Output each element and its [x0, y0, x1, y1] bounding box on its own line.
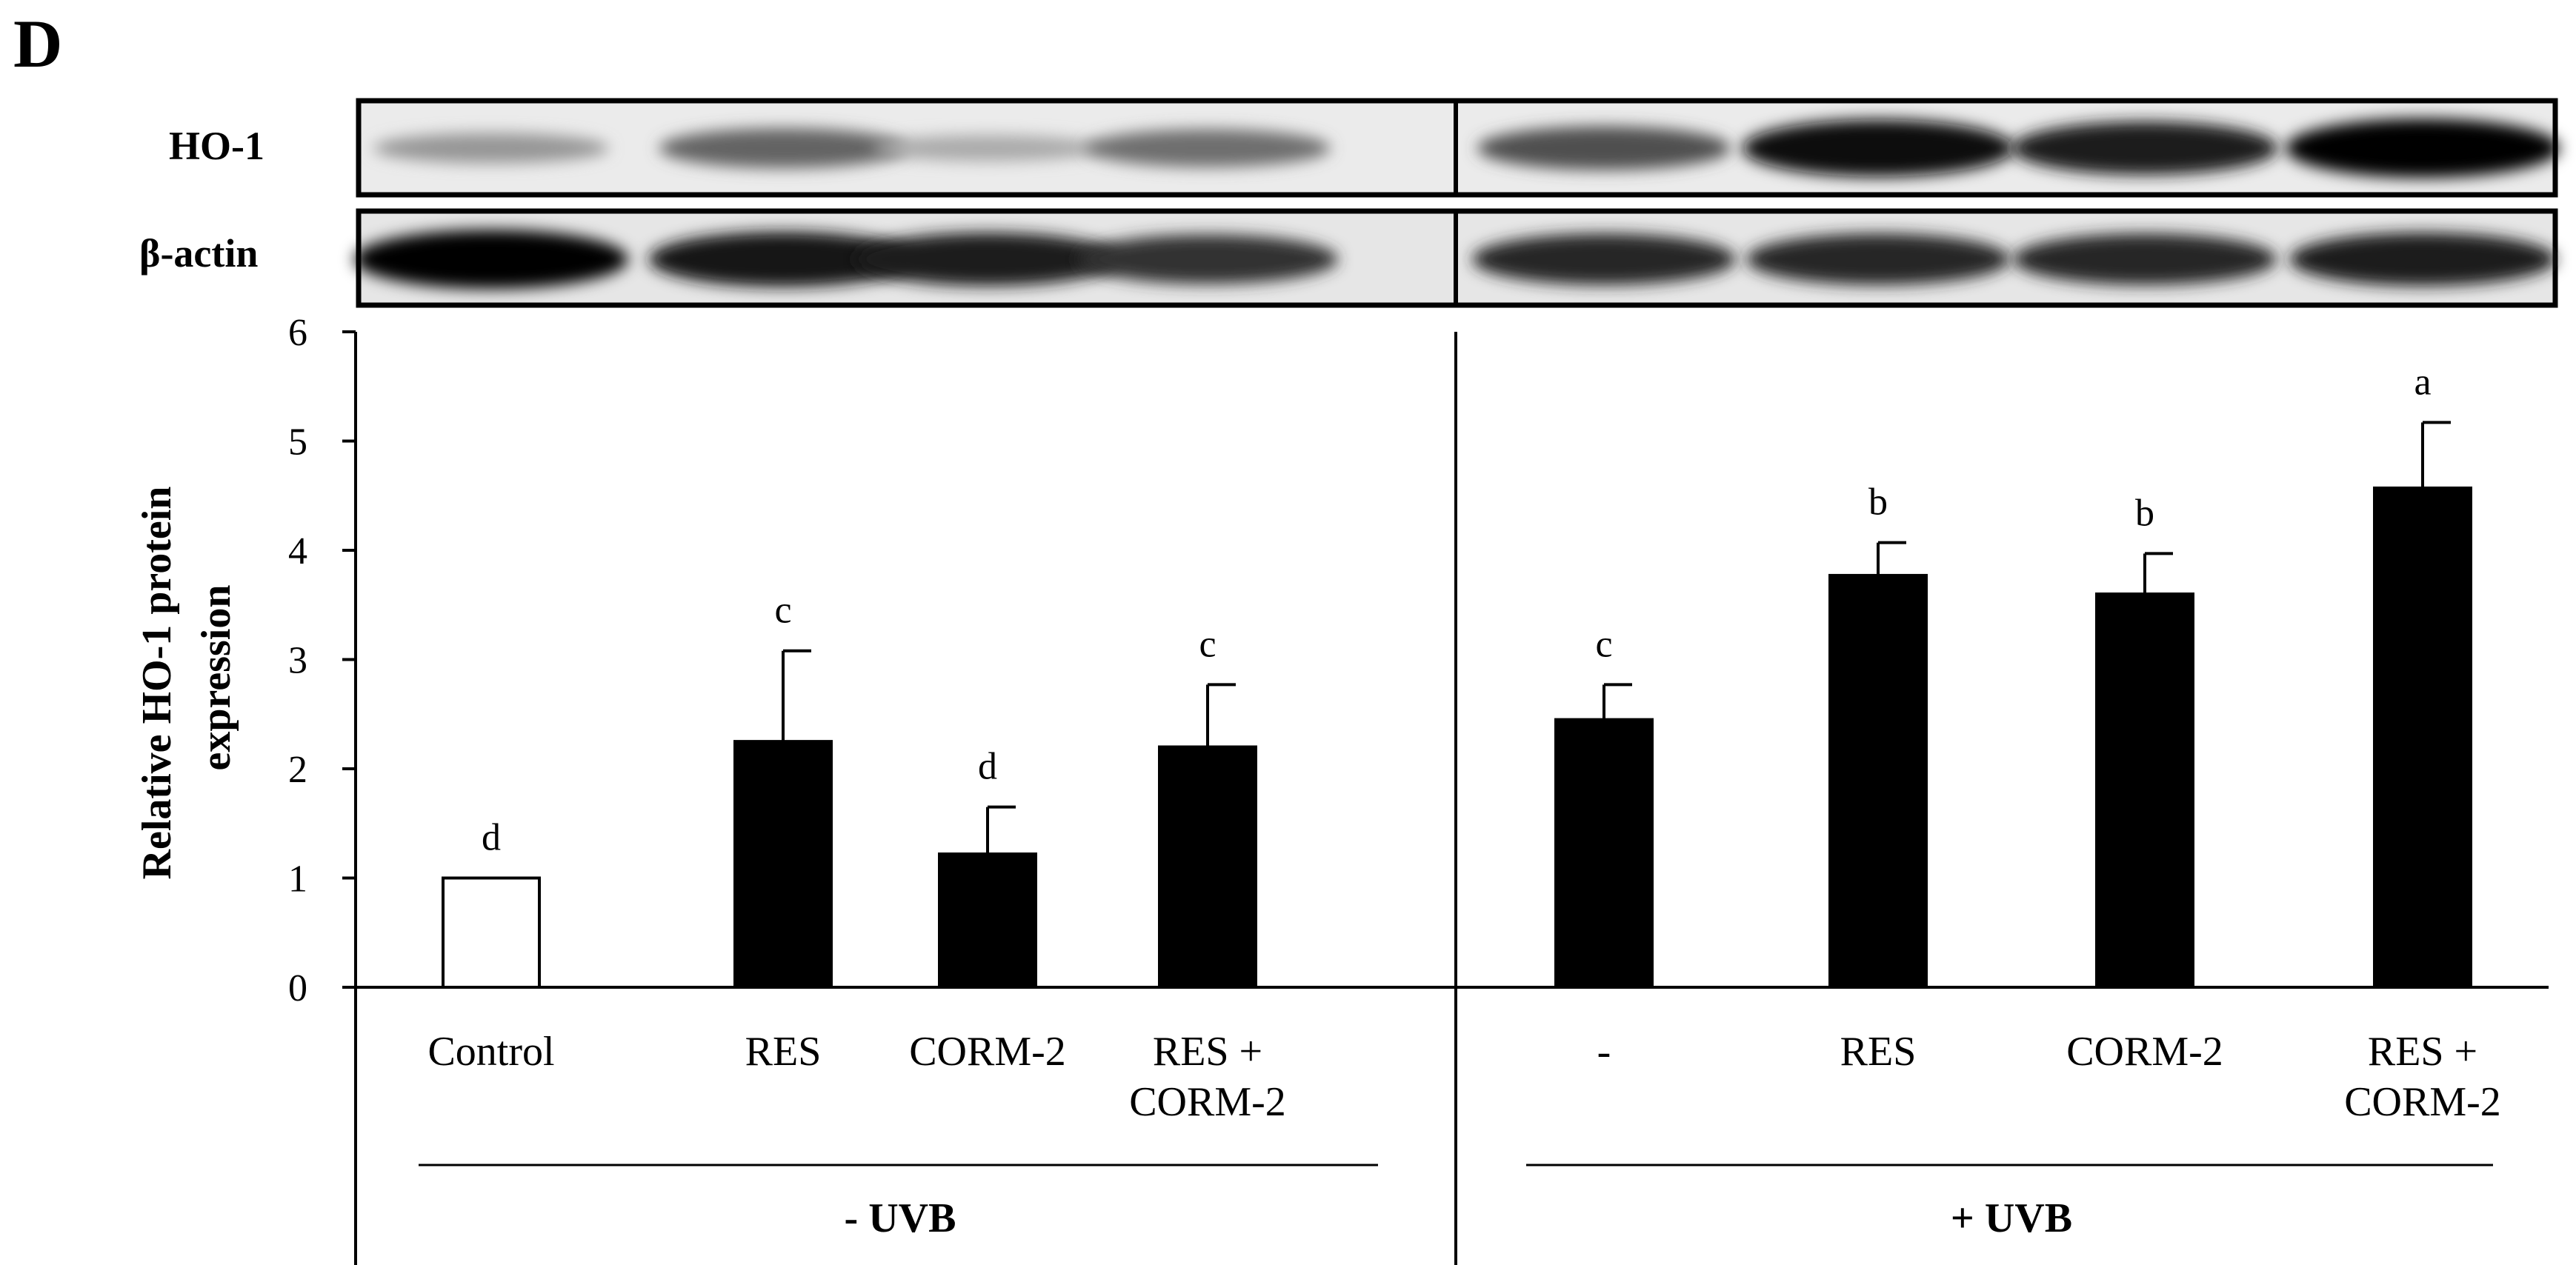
y-tick-label: 5 — [288, 421, 307, 464]
bar-chart: Relative HO-1 protein expression 0 1 2 3 4 5 6… — [134, 312, 2549, 1265]
bar — [1158, 745, 1257, 989]
beta-actin-band — [648, 231, 918, 287]
panel-label: D — [13, 6, 62, 81]
significance-letter: c — [1199, 623, 1216, 665]
y-axis-title-line-2: expression — [193, 585, 239, 771]
bar — [1554, 718, 1654, 989]
beta-actin-band — [1076, 234, 1339, 284]
error-bars — [782, 421, 2451, 855]
beta-actin-band — [2289, 232, 2556, 287]
bar — [2095, 593, 2194, 989]
significance-labels: d c d c c b b a — [482, 361, 2432, 858]
significance-letter: d — [482, 817, 501, 859]
significance-letter: d — [978, 746, 997, 788]
y-tick-label: 0 — [288, 967, 307, 1009]
beta-actin-band — [354, 230, 628, 289]
ho1-blot-strip — [356, 98, 2560, 198]
bar — [1828, 573, 1928, 989]
group-label-minus-uvb: - UVB — [845, 1195, 956, 1241]
bar — [938, 852, 1037, 989]
ho1-band — [373, 133, 609, 164]
ho1-band — [872, 135, 1103, 161]
ho1-band — [659, 128, 908, 168]
bar — [733, 740, 833, 989]
blot-label-ho1: HO-1 — [169, 124, 264, 168]
group-label-plus-uvb: + UVB — [1951, 1195, 2072, 1241]
bars — [442, 486, 2472, 989]
category-label: RES + CORM-2 — [2344, 1029, 2501, 1125]
ho1-band — [1477, 126, 1731, 170]
bar — [442, 876, 541, 989]
ho1-band — [1742, 119, 2014, 177]
significance-letter: c — [1595, 623, 1612, 665]
bar — [2373, 486, 2472, 989]
category-label: - — [1597, 1029, 1611, 1075]
ho1-bands — [373, 119, 2560, 178]
y-tick-label: 4 — [288, 530, 307, 573]
beta-actin-band — [2013, 233, 2277, 285]
y-axis-title-line-1: Relative HO-1 protein — [134, 487, 180, 880]
ho1-band — [1085, 129, 1331, 167]
significance-letter: b — [2135, 492, 2154, 534]
significance-letter: a — [2414, 361, 2431, 403]
y-tick-label: 6 — [288, 312, 307, 354]
category-label: RES — [1840, 1029, 1917, 1075]
ho1-band — [2286, 119, 2560, 178]
y-tick-label: 3 — [288, 640, 307, 682]
beta-actin-band — [854, 232, 1121, 287]
beta-actin-band — [1472, 233, 1736, 285]
category-label: CORM-2 — [909, 1029, 1066, 1075]
y-tick-label: 1 — [288, 858, 307, 901]
category-label: RES — [745, 1029, 822, 1075]
beta-actin-bands — [354, 230, 2556, 289]
y-axis-ticks: 0 1 2 3 4 5 6 — [288, 312, 356, 1009]
ho1-band — [2011, 121, 2278, 176]
beta-actin-band — [1746, 233, 2010, 285]
significance-letter: b — [1868, 481, 1888, 524]
category-label: CORM-2 — [2066, 1029, 2223, 1075]
western-blot: HO-1 β-actin — [139, 98, 2560, 308]
y-axis-title: Relative HO-1 protein expression — [134, 476, 239, 880]
blot-label-beta-actin: β-actin — [139, 231, 258, 276]
category-labels: Control RES CORM-2 RES + CORM-2 - RES CORM-2 RES… — [427, 1029, 2500, 1125]
y-tick-label: 2 — [288, 749, 307, 791]
beta-actin-blot-strip — [354, 208, 2558, 308]
category-label: RES + CORM-2 — [1129, 1029, 1286, 1125]
category-label: Control — [427, 1029, 554, 1075]
significance-letter: c — [774, 590, 791, 632]
